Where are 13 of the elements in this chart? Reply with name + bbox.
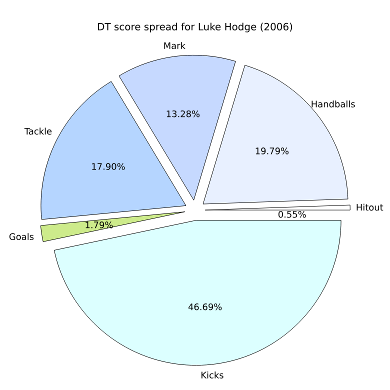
data-label: 19.79%: [256, 148, 289, 154]
slice-label: Goals: [9, 233, 34, 240]
data-label: 13.28%: [166, 110, 200, 118]
data-label: 0.55%: [278, 210, 306, 218]
chart-title: DT score spread for Luke Hodge (2006): [98, 22, 292, 32]
slice-label: Kicks: [202, 372, 224, 378]
slice-label: Handballs: [312, 100, 355, 108]
data-label: 1.79%: [86, 222, 113, 228]
slice-label: Mark: [164, 42, 186, 50]
data-label: 46.69%: [188, 303, 222, 310]
data-label: 17.90%: [92, 163, 125, 170]
slice-label: Hitout: [356, 204, 384, 211]
slice-label: Tackle: [24, 128, 52, 135]
